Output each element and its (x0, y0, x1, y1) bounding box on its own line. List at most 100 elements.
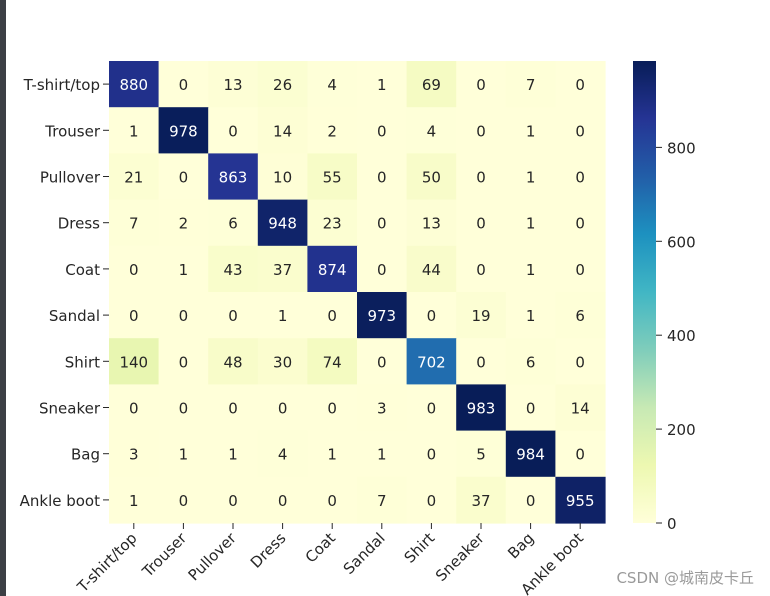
cell-value-label: 37 (273, 261, 292, 279)
cell-value-label: 3 (129, 446, 139, 464)
heatmap-cell (257, 476, 308, 524)
heatmap-cell (505, 153, 556, 201)
cell-value-label: 6 (526, 353, 536, 371)
cell-value-label: 55 (323, 169, 342, 187)
heatmap-cell (357, 384, 408, 432)
x-tick-label: Coat (302, 529, 339, 566)
cell-value-label: 0 (476, 353, 486, 371)
heatmap-cell (406, 61, 457, 108)
cell-value-label: 0 (575, 261, 585, 279)
heatmap-cell (158, 107, 209, 154)
heatmap-cell (109, 384, 160, 432)
heatmap-cell (406, 199, 457, 247)
heatmap-cell (158, 384, 209, 432)
cell-value-label: 6 (228, 215, 238, 233)
cell-value-label: 0 (377, 122, 387, 140)
heatmap-cell (505, 61, 556, 108)
cell-value-label: 1 (526, 215, 536, 233)
x-tick-label: Shirt (401, 529, 439, 567)
heatmap-cell (257, 338, 308, 385)
cell-value-label: 0 (377, 169, 387, 187)
cell-value-label: 13 (422, 215, 441, 233)
heatmap-cell (109, 338, 160, 385)
heatmap-cell (307, 107, 358, 154)
cell-value-label: 19 (471, 307, 490, 325)
heatmap-cell (158, 292, 209, 339)
cell-value-label: 50 (422, 169, 441, 187)
cell-value-label: 10 (273, 169, 292, 187)
cell-value-label: 0 (526, 492, 536, 510)
x-tick-label: Pullover (185, 529, 241, 585)
cell-value-label: 0 (228, 492, 238, 510)
heatmap-cell (208, 199, 259, 247)
cell-value-label: 48 (223, 353, 242, 371)
heatmap-cell (456, 245, 507, 293)
confusion-matrix-heatmap: 880 0 13 26 4 1 69 0 7 01 978 0 14 2 0 4 0 1 021 0 863 10 55 0 5… (20, 61, 696, 596)
heatmap-cell (505, 199, 556, 247)
cell-value-label: 1 (179, 446, 189, 464)
heatmap-cell (257, 384, 308, 432)
cell-value-label: 2 (327, 122, 337, 140)
heatmap-cell (109, 107, 160, 154)
cell-value-label: 0 (476, 261, 486, 279)
y-tick-label: Ankle boot (20, 492, 100, 510)
cell-value-label: 30 (273, 353, 292, 371)
cell-value-label: 1 (278, 307, 288, 325)
watermark: CSDN @城南皮卡丘 (616, 569, 754, 587)
heatmap-cell (555, 292, 606, 339)
cell-value-label: 3 (377, 400, 387, 418)
heatmap-cell (109, 430, 160, 478)
cell-value-label: 7 (129, 215, 139, 233)
cell-value-label: 0 (427, 307, 437, 325)
heatmap-cell (357, 338, 408, 385)
cell-value-label: 955 (566, 492, 595, 510)
heatmap-cell (555, 245, 606, 293)
cell-value-label: 0 (179, 400, 189, 418)
heatmap-cell (158, 199, 209, 247)
heatmap-cell (505, 338, 556, 385)
heatmap-cell (257, 153, 308, 201)
heatmap-cell (208, 384, 259, 432)
heatmap-cell (406, 292, 457, 339)
cell-value-label: 0 (575, 169, 585, 187)
cell-value-label: 0 (327, 492, 337, 510)
heatmap-cell (555, 153, 606, 201)
heatmap-cell (158, 430, 209, 478)
heatmap-cell (357, 153, 408, 201)
cell-value-label: 0 (427, 400, 437, 418)
cell-value-label: 74 (323, 353, 342, 371)
cell-value-label: 23 (323, 215, 342, 233)
cell-value-label: 1 (377, 446, 387, 464)
cell-value-label: 0 (575, 353, 585, 371)
cell-value-label: 0 (476, 169, 486, 187)
heatmap-cell (505, 430, 556, 478)
cell-value-label: 984 (516, 446, 545, 464)
heatmap-cell (456, 153, 507, 201)
cell-value-label: 0 (179, 353, 189, 371)
heatmap-cell (555, 61, 606, 108)
heatmap-cell (109, 61, 160, 108)
heatmap-cell (555, 199, 606, 247)
cell-value-label: 0 (228, 307, 238, 325)
heatmap-cell (555, 338, 606, 385)
cell-value-label: 0 (526, 400, 536, 418)
heatmap-cell (158, 245, 209, 293)
cell-value-label: 0 (278, 400, 288, 418)
cell-value-label: 0 (228, 400, 238, 418)
heatmap-cell (406, 476, 457, 524)
cell-value-label: 1 (327, 446, 337, 464)
cell-value-label: 0 (327, 307, 337, 325)
heatmap-cell (109, 153, 160, 201)
cell-value-label: 0 (179, 307, 189, 325)
y-tick-label: Sandal (49, 307, 100, 325)
heatmap-cell (307, 245, 358, 293)
heatmap-cell (307, 476, 358, 524)
cell-value-label: 1 (526, 307, 536, 325)
heatmap-cell (456, 199, 507, 247)
heatmap-cell (505, 384, 556, 432)
y-tick-label: Dress (58, 215, 100, 233)
cell-value-label: 874 (318, 261, 347, 279)
cell-value-label: 44 (422, 261, 441, 279)
heatmap-cell (406, 384, 457, 432)
heatmap-cell (208, 61, 259, 108)
